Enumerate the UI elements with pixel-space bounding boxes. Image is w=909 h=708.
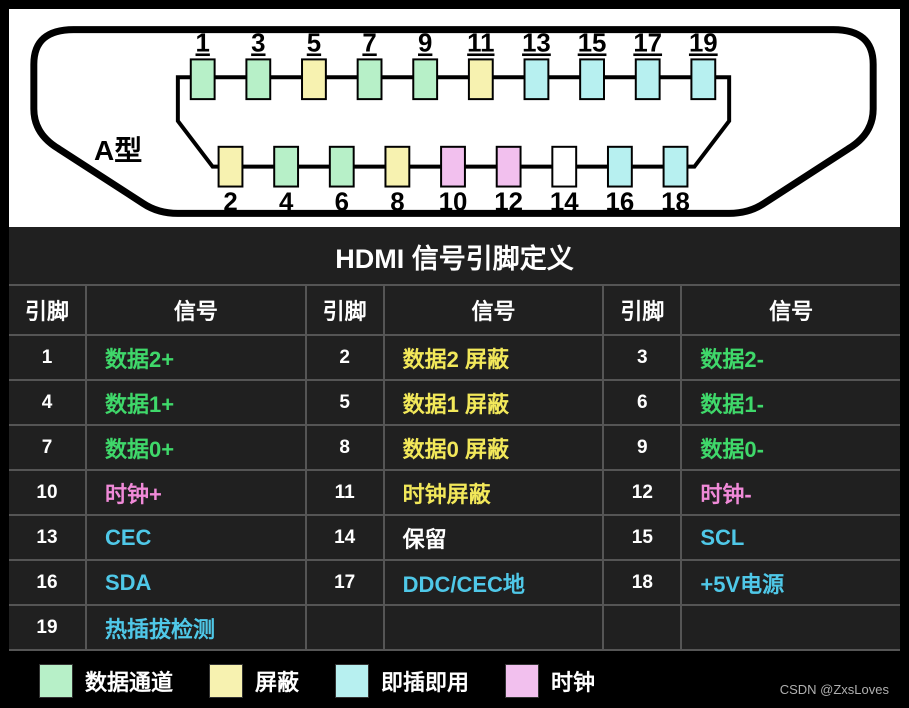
svg-text:7: 7 <box>362 29 376 57</box>
svg-text:2: 2 <box>223 188 237 216</box>
svg-text:3: 3 <box>251 29 265 57</box>
svg-text:15: 15 <box>578 29 607 57</box>
legend-swatch <box>39 664 73 698</box>
pin-number-cell: 4 <box>9 381 87 424</box>
svg-text:14: 14 <box>550 188 579 216</box>
svg-text:5: 5 <box>307 29 321 57</box>
connector-type-label: A型 <box>94 129 142 169</box>
svg-text:1: 1 <box>196 29 210 57</box>
svg-text:9: 9 <box>418 29 432 57</box>
pin-number-cell: 15 <box>604 516 682 559</box>
svg-text:6: 6 <box>335 188 349 216</box>
signal-cell: 保留 <box>385 516 605 559</box>
table-row: 13CEC14保留15SCL <box>9 516 900 561</box>
table-row: 7数据0+8数据0 屏蔽9数据0- <box>9 426 900 471</box>
pin-number-cell: 8 <box>307 426 385 469</box>
signal-cell: 时钟屏蔽 <box>385 471 605 514</box>
svg-text:4: 4 <box>279 188 294 216</box>
legend-label: 即插即用 <box>381 665 469 697</box>
pin-number-cell: 14 <box>307 516 385 559</box>
signal-cell <box>385 606 605 649</box>
svg-text:8: 8 <box>390 188 404 216</box>
signal-cell: CEC <box>87 516 307 559</box>
pin-number-cell: 6 <box>604 381 682 424</box>
pin-number-cell: 2 <box>307 336 385 379</box>
signal-cell: DDC/CEC地 <box>385 561 605 604</box>
header-sig-3: 信号 <box>682 286 900 334</box>
signal-cell: +5V电源 <box>682 561 900 604</box>
svg-text:13: 13 <box>522 29 551 57</box>
table-title: HDMI 信号引脚定义 <box>9 229 900 286</box>
signal-cell: SDA <box>87 561 307 604</box>
pin-number-cell: 16 <box>9 561 87 604</box>
signal-cell: 时钟- <box>682 471 900 514</box>
svg-text:17: 17 <box>633 29 662 57</box>
header-pin-3: 引脚 <box>604 286 682 334</box>
signal-cell: 热插拔检测 <box>87 606 307 649</box>
table-row: 1数据2+2数据2 屏蔽3数据2- <box>9 336 900 381</box>
connector-diagram: A型 135791113151719 24681012141618 <box>9 9 900 227</box>
svg-text:18: 18 <box>661 188 690 216</box>
legend-swatch <box>209 664 243 698</box>
signal-cell: 数据0+ <box>87 426 307 469</box>
pin-number-cell: 11 <box>307 471 385 514</box>
header-pin-1: 引脚 <box>9 286 87 334</box>
pin-number-cell: 7 <box>9 426 87 469</box>
svg-text:12: 12 <box>494 188 523 216</box>
header-sig-1: 信号 <box>87 286 307 334</box>
legend-swatch <box>335 664 369 698</box>
pin-number-cell: 12 <box>604 471 682 514</box>
pin-number-cell: 10 <box>9 471 87 514</box>
signal-cell: 数据1+ <box>87 381 307 424</box>
pin-number-cell: 1 <box>9 336 87 379</box>
signal-cell: 时钟+ <box>87 471 307 514</box>
table-row: 4数据1+5数据1 屏蔽6数据1- <box>9 381 900 426</box>
pin-number-cell: 19 <box>9 606 87 649</box>
pin-table: HDMI 信号引脚定义 引脚 信号 引脚 信号 引脚 信号 1数据2+2数据2 … <box>9 227 900 708</box>
signal-cell: 数据0- <box>682 426 900 469</box>
legend-swatch <box>505 664 539 698</box>
pin-number-cell: 9 <box>604 426 682 469</box>
signal-cell: 数据2 屏蔽 <box>385 336 605 379</box>
signal-cell: SCL <box>682 516 900 559</box>
svg-text:19: 19 <box>689 29 718 57</box>
svg-text:10: 10 <box>439 188 468 216</box>
watermark-text: CSDN @ZxsLoves <box>780 682 889 697</box>
diagram-frame: A型 135791113151719 24681012141618 HDMI 信… <box>6 6 903 699</box>
header-sig-2: 信号 <box>385 286 605 334</box>
signal-cell: 数据1 屏蔽 <box>385 381 605 424</box>
table-row: 16SDA17DDC/CEC地18+5V电源 <box>9 561 900 606</box>
pin-number-cell: 18 <box>604 561 682 604</box>
legend-label: 数据通道 <box>85 665 173 697</box>
pin-number-cell <box>604 606 682 649</box>
table-row: 10时钟+11时钟屏蔽12时钟- <box>9 471 900 516</box>
legend-label: 时钟 <box>551 665 595 697</box>
legend-row: 数据通道 屏蔽 即插即用 时钟 <box>9 651 900 708</box>
table-body: 1数据2+2数据2 屏蔽3数据2-4数据1+5数据1 屏蔽6数据1-7数据0+8… <box>9 336 900 651</box>
pin-number-cell: 5 <box>307 381 385 424</box>
signal-cell: 数据2+ <box>87 336 307 379</box>
pin-number-cell: 3 <box>604 336 682 379</box>
pin-number-cell: 13 <box>9 516 87 559</box>
svg-text:11: 11 <box>467 29 494 57</box>
signal-cell: 数据0 屏蔽 <box>385 426 605 469</box>
pin-number-cell: 17 <box>307 561 385 604</box>
table-row: 19热插拔检测 <box>9 606 900 651</box>
connector-svg: 135791113151719 24681012141618 <box>9 9 900 227</box>
header-pin-2: 引脚 <box>307 286 385 334</box>
legend-label: 屏蔽 <box>255 665 299 697</box>
signal-cell: 数据1- <box>682 381 900 424</box>
signal-cell <box>682 606 900 649</box>
pin-number-cell <box>307 606 385 649</box>
svg-text:16: 16 <box>606 188 635 216</box>
signal-cell: 数据2- <box>682 336 900 379</box>
table-header-row: 引脚 信号 引脚 信号 引脚 信号 <box>9 286 900 336</box>
